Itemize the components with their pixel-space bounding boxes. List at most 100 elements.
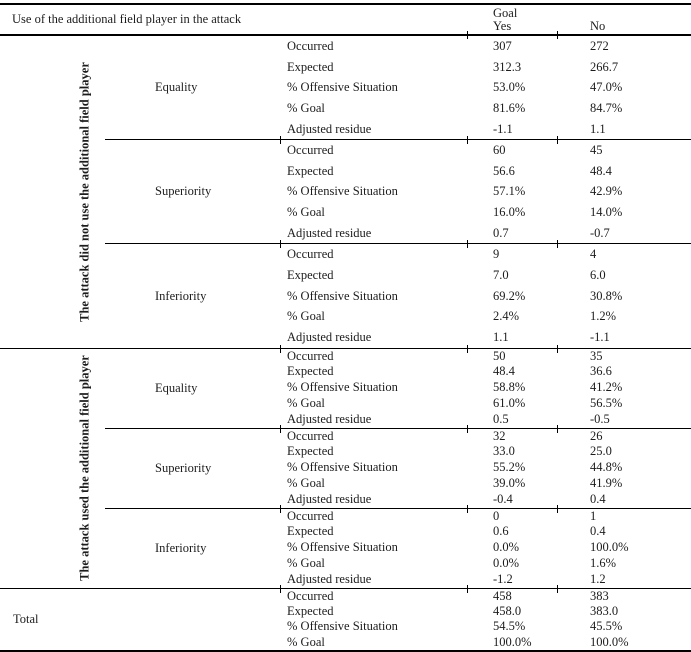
metric-label: Adjusted residue bbox=[287, 329, 372, 344]
metric-label: % Goal bbox=[287, 475, 325, 490]
table-row: % Offensive Situation 0.0% 100.0% bbox=[283, 540, 691, 556]
metric-label: Expected bbox=[287, 364, 334, 379]
value-goal-yes: 56.6 bbox=[493, 163, 515, 178]
value-goal-yes: 48.4 bbox=[493, 364, 515, 379]
column-tick bbox=[467, 504, 468, 513]
value-goal-yes: 0.7 bbox=[493, 225, 509, 240]
metric-label: Adjusted residue bbox=[287, 411, 372, 426]
column-tick bbox=[557, 344, 558, 353]
metric-rows: Occurred 50 35 Expected 48.4 36.6% Offensive … bbox=[283, 349, 691, 428]
situation-label: Inferiority bbox=[155, 288, 207, 303]
value-goal-no: 41.9% bbox=[590, 475, 623, 490]
value-goal-no: 383 bbox=[590, 588, 609, 603]
table-row: % Goal 39.0% 41.9% bbox=[283, 476, 691, 492]
column-tick bbox=[557, 31, 558, 39]
value-goal-no: 1.2 bbox=[590, 571, 606, 586]
column-tick bbox=[467, 424, 468, 433]
value-goal-yes: 50 bbox=[493, 348, 506, 363]
metric-label: Expected bbox=[287, 444, 334, 459]
value-goal-yes: 0.0% bbox=[493, 540, 520, 555]
table-row: Expected 458.0 383.0 bbox=[283, 604, 691, 619]
value-goal-yes: 61.0% bbox=[493, 396, 526, 410]
value-goal-no: 0.4 bbox=[590, 524, 606, 539]
column-tick bbox=[280, 136, 281, 145]
value-goal-yes: 7.0 bbox=[493, 268, 509, 283]
metric-label: % Offensive Situation bbox=[287, 540, 398, 555]
table-row: Occurred 307 272 bbox=[283, 36, 691, 57]
value-goal-no: 14.0% bbox=[590, 205, 623, 220]
table-row: Occurred 32 26 bbox=[283, 429, 691, 445]
metric-label: Occurred bbox=[287, 348, 334, 363]
column-tick bbox=[280, 240, 281, 249]
group-row: The attack used the additional field pla… bbox=[0, 344, 691, 588]
group-label-cell: The attack did not use the additional fi… bbox=[0, 36, 105, 348]
value-goal-yes: 58.8% bbox=[493, 380, 526, 395]
column-tick bbox=[467, 240, 468, 249]
value-goal-yes: 16.0% bbox=[493, 205, 526, 220]
value-goal-no: 100.0% bbox=[590, 540, 629, 555]
table-row: % Offensive Situation 54.5% 45.5% bbox=[283, 619, 691, 634]
situation-label: Equality bbox=[155, 80, 198, 95]
table-row: Adjusted residue -1.2 1.2 bbox=[283, 572, 691, 588]
column-tick bbox=[467, 136, 468, 145]
table-row: % Goal 16.0% 14.0% bbox=[283, 202, 691, 223]
value-goal-no: 84.7% bbox=[590, 100, 623, 115]
value-goal-no: 45 bbox=[590, 143, 603, 158]
value-goal-no: 41.2% bbox=[590, 380, 623, 395]
metric-label: % Goal bbox=[287, 634, 325, 649]
value-goal-yes: 69.2% bbox=[493, 288, 526, 303]
goal-column-header: Goal bbox=[493, 6, 518, 20]
value-goal-yes: 307 bbox=[493, 39, 512, 53]
situation-cell: Inferiority bbox=[105, 509, 283, 588]
table-row: Expected 56.6 48.4 bbox=[283, 161, 691, 182]
value-goal-yes: 81.6% bbox=[493, 100, 526, 115]
table-row: Occurred 9 4 bbox=[283, 244, 691, 265]
value-goal-yes: 32 bbox=[493, 428, 506, 443]
value-goal-no: 36.6 bbox=[590, 364, 612, 379]
value-goal-no: 30.8% bbox=[590, 288, 623, 303]
metric-label: % Goal bbox=[287, 100, 325, 115]
value-goal-yes: 2.4% bbox=[493, 309, 520, 324]
column-tick bbox=[280, 344, 281, 353]
metric-label: Occurred bbox=[287, 508, 334, 523]
value-goal-no: 25.0 bbox=[590, 444, 612, 459]
column-tick bbox=[557, 584, 558, 593]
value-goal-yes: 0.0% bbox=[493, 555, 520, 570]
situation-label: Inferiority bbox=[155, 540, 207, 555]
table-row: Adjusted residue -0.4 0.4 bbox=[283, 492, 691, 508]
metric-label: Occurred bbox=[287, 39, 334, 53]
metric-label: Adjusted residue bbox=[287, 571, 372, 586]
table-row: % Offensive Situation 53.0% 47.0% bbox=[283, 77, 691, 98]
situation-block: Inferiority Occurred 0 1 Expected 0.6 0.4% Off… bbox=[105, 504, 691, 588]
metric-label: % Goal bbox=[287, 205, 325, 220]
table-row: % Offensive Situation 69.2% 30.8% bbox=[283, 286, 691, 307]
metric-label: Expected bbox=[287, 59, 334, 74]
situation-block: Equality Occurred 307 272 Expected 312.3 266.7… bbox=[105, 36, 691, 139]
yes-column-header: Yes bbox=[493, 19, 512, 33]
value-goal-yes: 53.0% bbox=[493, 80, 526, 95]
value-goal-yes: 0.5 bbox=[493, 411, 509, 426]
metric-label: Expected bbox=[287, 603, 334, 618]
group-label: The attack did not use the additional fi… bbox=[77, 61, 92, 322]
value-goal-yes: 54.5% bbox=[493, 619, 526, 634]
value-goal-no: 1.2% bbox=[590, 309, 617, 324]
group-content: Equality Occurred 50 35 Expected 48.4 36.6% Of… bbox=[105, 349, 691, 588]
metric-rows: Occurred 307 272 Expected 312.3 266.7 % Offens… bbox=[283, 36, 691, 139]
group-row: The attack did not use the additional fi… bbox=[0, 36, 691, 348]
table-row: Expected 7.0 6.0 bbox=[283, 265, 691, 286]
metric-rows: Occurred 60 45 Expected 56.6 48.4 % Offensive … bbox=[283, 140, 691, 243]
group-content: Equality Occurred 307 272 Expected 312.3 266.7… bbox=[105, 36, 691, 348]
column-tick bbox=[557, 136, 558, 145]
column-tick bbox=[467, 344, 468, 353]
value-goal-no: 48.4 bbox=[590, 163, 612, 178]
table-row: Adjusted residue -1.1 1.1 bbox=[283, 119, 691, 140]
situation-block: Inferiority Occurred 9 4 Expected 7.0 6.0 % Off… bbox=[105, 240, 691, 347]
metric-label: Adjusted residue bbox=[287, 121, 372, 136]
value-goal-yes: -0.4 bbox=[493, 491, 513, 506]
table-header: Use of the additional field player in th… bbox=[0, 5, 691, 39]
situation-label: Superiority bbox=[155, 184, 212, 199]
value-goal-no: 383.0 bbox=[590, 603, 619, 618]
table-row: Expected 33.0 25.0 bbox=[283, 444, 691, 460]
table-body: The attack did not use the additional fi… bbox=[0, 36, 691, 588]
